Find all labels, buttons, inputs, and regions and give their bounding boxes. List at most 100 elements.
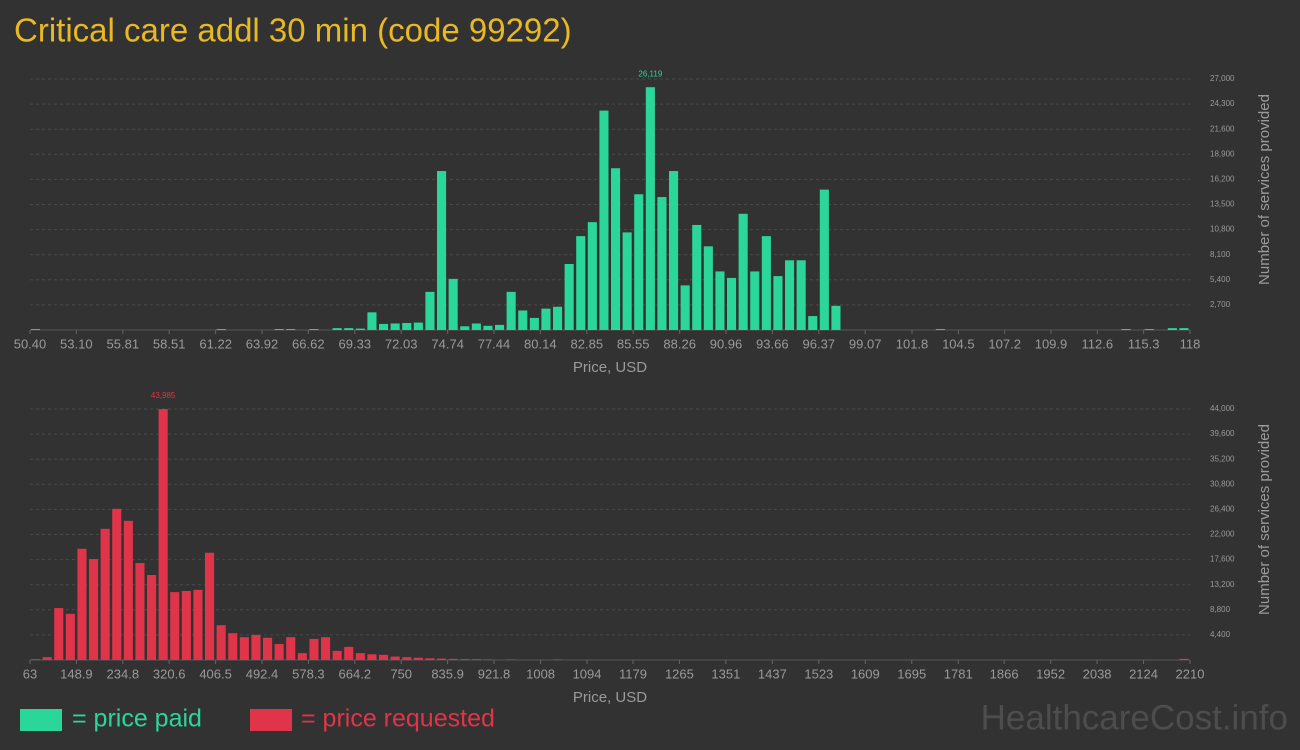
bar — [205, 552, 215, 660]
x-tick-label: 69.33 — [339, 336, 372, 351]
data-label: 26,119 — [638, 69, 662, 78]
bar — [1179, 658, 1189, 660]
x-tick-label: 58.51 — [153, 336, 186, 351]
bar — [506, 291, 516, 330]
x-tick-label: 112.6 — [1082, 336, 1114, 351]
bar — [344, 646, 354, 660]
x-tick-label: 72.03 — [385, 336, 418, 351]
x-tick-label: 85.55 — [617, 336, 650, 351]
bar — [123, 520, 133, 660]
bar — [471, 659, 481, 660]
x-tick-label: 109.9 — [1035, 336, 1068, 351]
y-tick-label: 13,500 — [1210, 200, 1235, 209]
bar — [274, 644, 284, 660]
bar — [309, 329, 319, 330]
bar — [715, 271, 725, 330]
bar — [634, 194, 644, 330]
bar — [506, 659, 516, 660]
bar — [738, 213, 748, 330]
bar — [796, 260, 806, 330]
bar — [1179, 328, 1189, 330]
x-tick-label: 115.3 — [1128, 336, 1160, 351]
x-tick-label: 82.85 — [571, 336, 604, 351]
x-axis-title: Price, USD — [573, 359, 647, 376]
x-tick-label: 77.44 — [478, 336, 511, 351]
bar — [379, 654, 389, 660]
x-tick-label: 61.22 — [199, 336, 232, 351]
bar — [460, 659, 470, 660]
legend-label: = price paid — [72, 705, 202, 733]
bar — [54, 608, 64, 660]
x-tick-label: 74.74 — [431, 336, 464, 351]
bar — [703, 246, 713, 330]
bar — [413, 322, 423, 330]
bar — [425, 658, 435, 660]
y-tick-label: 8,100 — [1210, 250, 1231, 259]
x-tick-label: 1008 — [526, 666, 555, 681]
bar — [471, 323, 481, 330]
bar — [379, 323, 389, 330]
bar — [297, 653, 307, 660]
x-tick-label: 1866 — [990, 666, 1019, 681]
bar — [692, 224, 702, 330]
bar — [553, 306, 563, 330]
bar — [448, 278, 458, 330]
bar — [89, 559, 99, 660]
bar — [587, 222, 597, 330]
x-tick-label: 148.9 — [60, 666, 93, 681]
bar — [402, 323, 412, 330]
bar — [808, 316, 818, 330]
x-tick-label: 53.10 — [60, 336, 93, 351]
x-tick-label: 1179 — [619, 666, 647, 681]
x-tick-label: 664.2 — [339, 666, 372, 681]
bar — [321, 637, 331, 660]
x-tick-label: 1695 — [897, 666, 926, 681]
x-tick-label: 1952 — [1036, 666, 1065, 681]
bar — [1121, 329, 1131, 330]
y-tick-label: 44,000 — [1210, 404, 1235, 413]
y-tick-label: 26,400 — [1210, 505, 1235, 514]
bar — [355, 653, 365, 660]
bar — [31, 659, 41, 660]
x-tick-label: 104.5 — [942, 336, 975, 351]
bar — [413, 657, 423, 660]
watermark: HealthcareCost.info — [981, 698, 1288, 737]
x-tick-label: 492.4 — [246, 666, 279, 681]
x-tick-label: 99.07 — [849, 336, 882, 351]
bar — [425, 291, 435, 330]
y-tick-label: 22,000 — [1210, 530, 1235, 539]
bar — [100, 528, 110, 660]
bar — [727, 277, 737, 330]
y-tick-label: 35,200 — [1210, 454, 1235, 463]
bar — [239, 637, 249, 660]
y-tick-label: 39,600 — [1210, 429, 1235, 438]
x-tick-label: 101.8 — [896, 336, 929, 351]
bar — [390, 323, 400, 330]
bar — [785, 260, 795, 330]
y-tick-label: 5,400 — [1210, 275, 1231, 284]
bar — [518, 310, 528, 330]
bar — [31, 329, 41, 330]
bar — [402, 657, 412, 660]
x-tick-label: 88.26 — [663, 336, 696, 351]
bar — [309, 638, 319, 660]
y-tick-label: 10,800 — [1210, 225, 1235, 234]
bar — [819, 189, 829, 330]
bar — [1144, 329, 1154, 330]
x-tick-label: 93.66 — [756, 336, 789, 351]
bar — [367, 654, 377, 660]
y-tick-label: 27,000 — [1210, 74, 1235, 83]
bar — [332, 328, 342, 330]
page-title: Critical care addl 30 min (code 99292) — [14, 12, 572, 49]
x-tick-label: 63.92 — [246, 336, 279, 351]
x-tick-label: 234.8 — [107, 666, 140, 681]
bar — [645, 87, 655, 331]
x-tick-label: 50.40 — [14, 336, 47, 351]
y-tick-label: 21,600 — [1210, 124, 1235, 133]
bar — [611, 168, 621, 330]
x-tick-label: 320.6 — [153, 666, 186, 681]
bar — [564, 263, 574, 330]
x-tick-label: 1265 — [665, 666, 694, 681]
y-tick-label: 2,700 — [1210, 300, 1231, 309]
